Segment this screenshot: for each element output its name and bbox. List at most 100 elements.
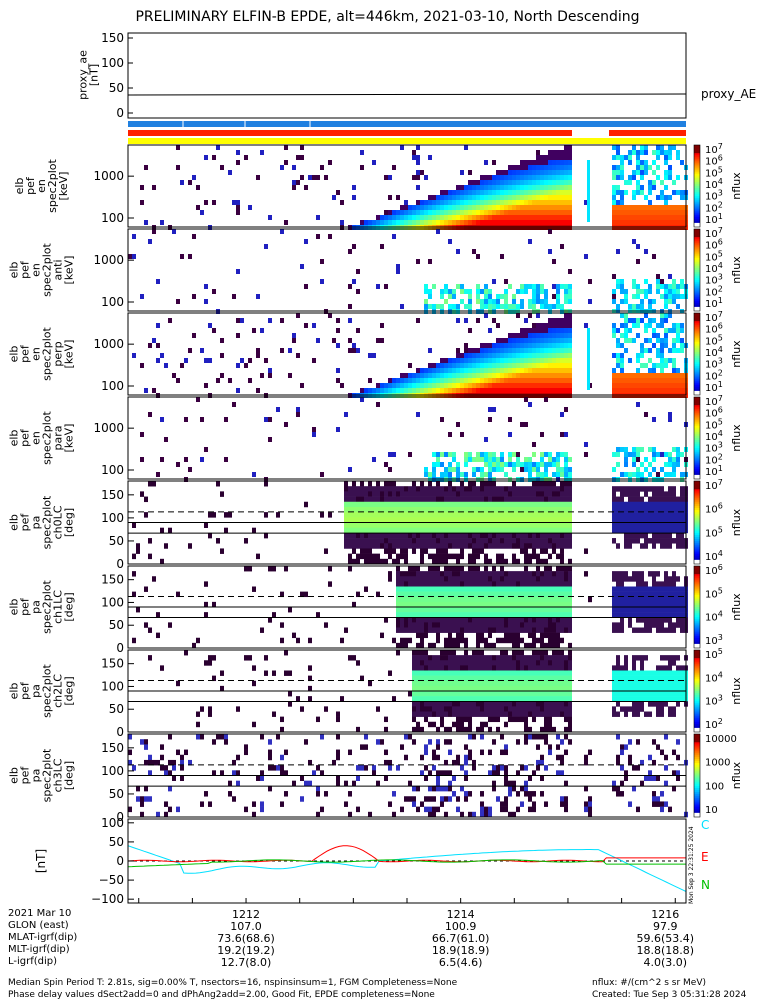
pitch-angle-cell (652, 586, 656, 592)
spectrogram-cell (464, 190, 468, 195)
spectrogram-cell (428, 383, 432, 388)
panel-ylabel: pef (24, 176, 37, 195)
pitch-angle-cell (420, 591, 424, 598)
pitch-angle-cell (520, 512, 524, 518)
spectrogram-cell (556, 294, 560, 299)
pitch-angle-cell (372, 538, 376, 544)
spectrogram-cell (672, 467, 676, 472)
pitch-angle-cell (496, 522, 500, 528)
pitch-angle-cell (484, 596, 488, 603)
pitch-angle-cell (432, 607, 436, 613)
pitch-angle-cell (408, 607, 412, 613)
spectrogram-cell (612, 195, 616, 200)
spectrogram-cell (556, 353, 560, 358)
spectrogram-cell (492, 175, 496, 180)
pitch-angle-cell (512, 553, 516, 560)
pitch-angle-cell (656, 491, 660, 497)
colorbar-cell (694, 413, 700, 416)
spectrogram-cell (532, 299, 536, 304)
pitch-angle-cell (664, 543, 668, 549)
pitch-angle-cell (504, 581, 508, 587)
pitch-angle-cell (512, 543, 516, 549)
pitch-angle-cell (568, 612, 572, 618)
spectrogram-cell (680, 378, 684, 383)
spectrogram-cell (436, 200, 440, 205)
pitch-angle-cell (564, 481, 568, 487)
spectrogram-cell (652, 185, 656, 190)
ytick-label: 0 (116, 641, 124, 655)
pitch-angle-cell (468, 512, 472, 518)
spectrogram-cell (496, 383, 500, 388)
pitch-angle-cell (432, 701, 436, 707)
pitch-angle-cell (632, 486, 636, 492)
ytick-label: 50 (109, 618, 124, 632)
pitch-angle-cell (552, 501, 556, 508)
colorbar-cell (694, 639, 700, 643)
spectrogram-cell (508, 452, 512, 457)
spectrogram-cell (304, 185, 308, 190)
pitch-angle-cell (492, 527, 496, 534)
spectrogram-cell (452, 467, 456, 472)
spectrogram-cell (516, 304, 520, 309)
pitch-angle-cell (540, 481, 544, 487)
pitch-angle-cell (136, 607, 140, 613)
pitch-angle-cell (360, 675, 364, 682)
pitch-angle-cell (396, 486, 400, 492)
spectrogram-cell (680, 328, 684, 333)
pitch-angle-cell (484, 481, 488, 487)
spectrogram-cell (680, 363, 684, 368)
pitch-angle-cell (400, 512, 404, 518)
pitch-angle-cell (364, 501, 368, 508)
pitch-angle-cell (564, 543, 568, 549)
pitch-angle-cell (368, 501, 372, 508)
spectrogram-cell (644, 358, 648, 363)
pitch-angle-cell (476, 566, 480, 572)
spectrogram-cell (460, 299, 464, 304)
pitch-angle-cell (568, 591, 572, 598)
spectrogram-cell (620, 279, 624, 284)
pitch-angle-cell (468, 581, 472, 587)
spectrogram-cell (512, 190, 516, 195)
pitch-angle-cell (440, 617, 444, 623)
pitch-angle-cell (628, 617, 632, 623)
pitch-angle-cell (452, 506, 456, 513)
spectrogram-cell (548, 175, 552, 180)
pitch-angle-cell (132, 522, 136, 528)
spectrogram-cell (540, 165, 544, 170)
spectrogram-cell (496, 170, 500, 175)
colorbar-cell (694, 200, 700, 203)
spectrogram-cell (548, 333, 552, 338)
pitch-angle-cell (388, 501, 392, 508)
spectrogram-cell (516, 368, 520, 373)
pitch-angle-cell (412, 660, 416, 666)
spectrogram-cell (620, 170, 624, 175)
spectrogram-cell (636, 294, 640, 299)
spectrogram-cell (636, 284, 640, 289)
pitch-angle-cell (512, 481, 516, 487)
pitch-angle-cell (448, 506, 452, 513)
spectrogram-cell (364, 220, 368, 225)
spectrogram-cell (468, 170, 472, 175)
spectrogram-cell (636, 195, 640, 200)
panel-ylabel: [keV] (57, 172, 70, 201)
pitch-angle-cell (524, 576, 528, 582)
spectrogram-cell (656, 383, 660, 388)
spectrogram-cell (628, 200, 632, 205)
spectrogram-cell (476, 294, 480, 299)
pitch-angle-cell (636, 512, 640, 518)
spectrogram-cell (616, 170, 620, 175)
spectrogram-cell (628, 373, 632, 378)
spectrogram-cell (208, 358, 212, 363)
pitch-angle-cell (416, 721, 420, 728)
pitch-angle-cell (632, 491, 636, 497)
spectrogram-cell (240, 358, 244, 363)
panel-ylabel: pa (30, 516, 43, 530)
spectrogram-cell (660, 353, 664, 358)
spectrogram-cell (184, 457, 188, 462)
pitch-angle-cell (508, 607, 512, 613)
colorbar-cell (694, 179, 700, 183)
pitch-angle-cell (408, 566, 412, 572)
spectrogram-cell (560, 185, 564, 190)
spectrogram-cell (612, 294, 616, 299)
spectrogram-cell (632, 318, 636, 323)
